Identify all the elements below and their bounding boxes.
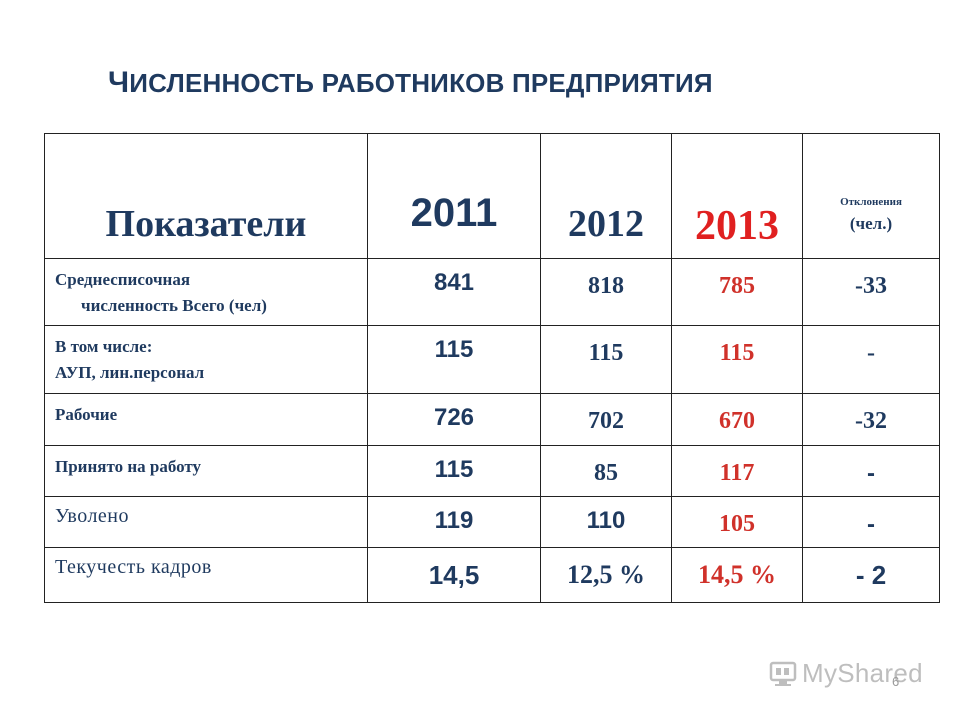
cell-deviation: -33 bbox=[802, 258, 940, 326]
cell-2013: 105 bbox=[671, 496, 803, 548]
watermark-text: MyShared bbox=[802, 657, 923, 688]
header-year-2011: 2011 bbox=[367, 133, 541, 259]
row-label-line1: В том числе: bbox=[55, 337, 153, 356]
cell-2012: 115 bbox=[540, 325, 672, 394]
row-label-line1: Среднесписочная bbox=[55, 270, 191, 289]
table-row: Среднесписочная численность Всего (чел) … bbox=[44, 258, 940, 326]
cell-deviation: -32 bbox=[802, 393, 940, 446]
cell-2012: 818 bbox=[540, 258, 672, 326]
cell-2011: 119 bbox=[367, 496, 541, 548]
cell-2013: 117 bbox=[671, 445, 803, 497]
row-label: В том числе: АУП, лин.персонал bbox=[44, 325, 368, 394]
cell-deviation: - 2 bbox=[802, 547, 940, 603]
row-label-line2: АУП, лин.персонал bbox=[55, 363, 205, 382]
cell-2012: 110 bbox=[540, 496, 672, 548]
header-deviation: Отклонения (чел.) bbox=[802, 133, 940, 259]
slide-title-first-letter: Ч bbox=[108, 66, 130, 99]
cell-2011: 726 bbox=[367, 393, 541, 446]
table-row: В том числе: АУП, лин.персонал 115 115 1… bbox=[44, 325, 940, 394]
slide-title-rest: ИСЛЕННОСТЬ РАБОТНИКОВ ПРЕДПРИЯТИЯ bbox=[129, 68, 713, 98]
cell-2011: 841 bbox=[367, 258, 541, 326]
table-row: Рабочие 726 702 670 -32 bbox=[44, 393, 940, 446]
row-label: Принято на работу bbox=[44, 445, 368, 497]
workforce-table: Показатели 2011 2012 2013 Отклонения (че… bbox=[44, 133, 940, 603]
header-year-2013: 2013 bbox=[671, 133, 803, 259]
cell-deviation: - bbox=[802, 445, 940, 497]
cell-2011: 115 bbox=[367, 325, 541, 394]
cell-2011: 14,5 bbox=[367, 547, 541, 603]
row-label-line2: численность Всего (чел) bbox=[81, 296, 267, 315]
myshared-logo-icon bbox=[768, 658, 798, 688]
cell-2013: 14,5 % bbox=[671, 547, 803, 603]
header-year-2012: 2012 bbox=[540, 133, 672, 259]
row-label: Рабочие bbox=[44, 393, 368, 446]
table-row: Принято на работу 115 85 117 - bbox=[44, 445, 940, 497]
row-label: Текучесть кадров bbox=[44, 547, 368, 603]
header-deviation-label: Отклонения bbox=[840, 196, 902, 208]
table-header-row: Показатели 2011 2012 2013 Отклонения (че… bbox=[44, 133, 940, 259]
table-row: Уволено 119 110 105 - bbox=[44, 496, 940, 548]
cell-2013: 115 bbox=[671, 325, 803, 394]
row-label: Среднесписочная численность Всего (чел) bbox=[44, 258, 368, 326]
header-indicator: Показатели bbox=[44, 133, 368, 259]
page-number: 6 bbox=[892, 674, 900, 689]
myshared-watermark: MyShared bbox=[768, 655, 923, 691]
cell-2013: 670 bbox=[671, 393, 803, 446]
cell-2012: 702 bbox=[540, 393, 672, 446]
table-row: Текучесть кадров 14,5 12,5 % 14,5 % - 2 bbox=[44, 547, 940, 603]
row-label: Уволено bbox=[44, 496, 368, 548]
cell-2013: 785 bbox=[671, 258, 803, 326]
slide-title: ЧИСЛЕННОСТЬ РАБОТНИКОВ ПРЕДПРИЯТИЯ bbox=[108, 66, 908, 100]
cell-2011: 115 bbox=[367, 445, 541, 497]
cell-deviation: - bbox=[802, 325, 940, 394]
cell-2012: 85 bbox=[540, 445, 672, 497]
cell-deviation: - bbox=[802, 496, 940, 548]
cell-2012: 12,5 % bbox=[540, 547, 672, 603]
header-deviation-unit: (чел.) bbox=[849, 214, 893, 233]
